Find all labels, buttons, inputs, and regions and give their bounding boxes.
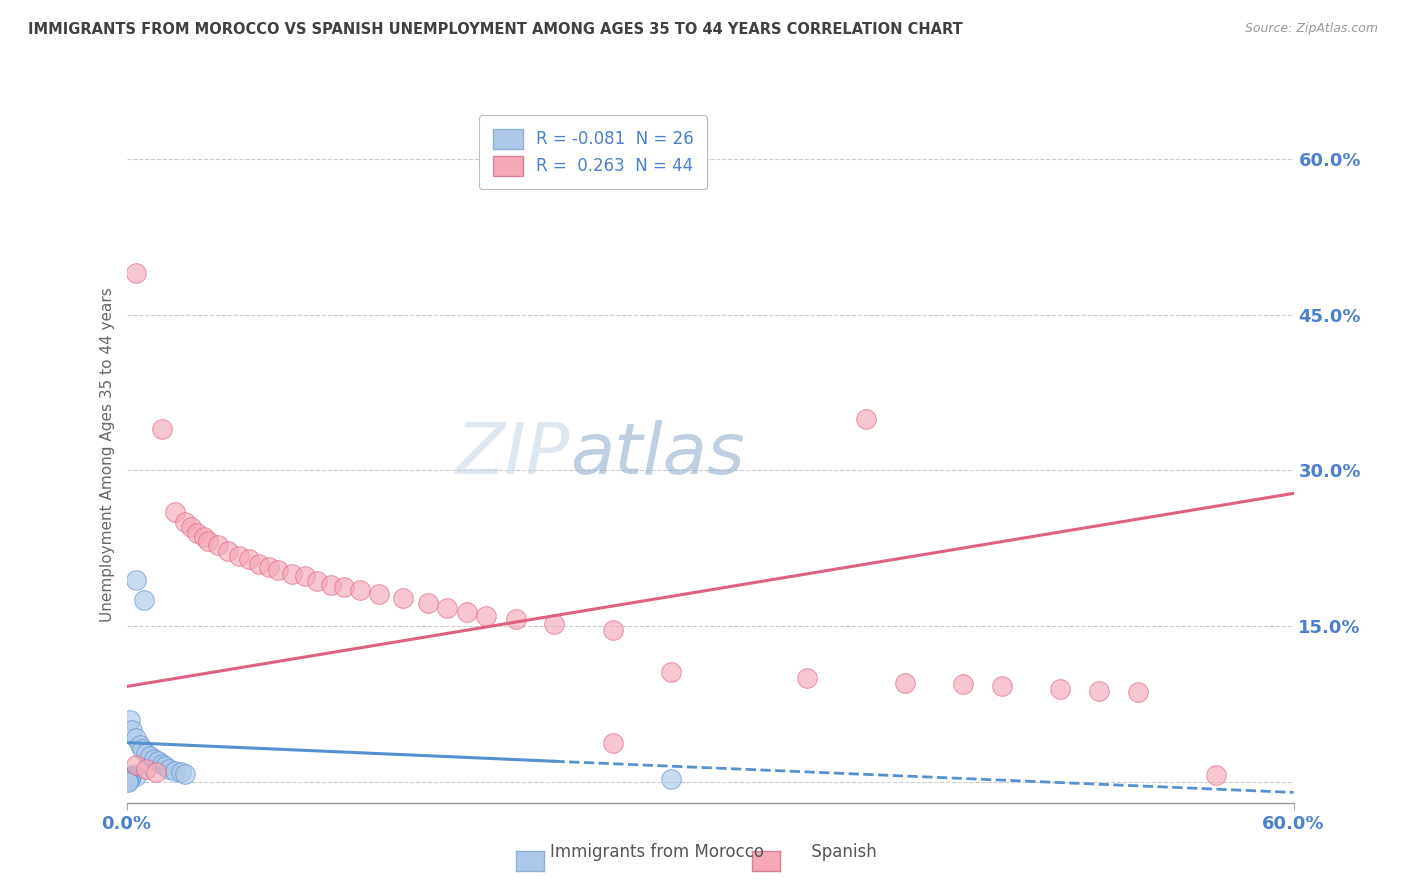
Point: [436, 600, 458, 615]
Point: [117, 772, 139, 787]
Point: [165, 764, 187, 778]
Point: [180, 519, 202, 533]
Point: [456, 605, 478, 619]
Point: [120, 770, 142, 784]
Point: [125, 758, 148, 772]
Point: [142, 752, 165, 766]
Point: [117, 775, 139, 789]
Point: [135, 762, 157, 776]
Point: [155, 759, 177, 773]
Point: [349, 582, 371, 597]
Point: [267, 563, 290, 577]
Point: [796, 671, 818, 685]
Point: [333, 580, 356, 594]
Point: [120, 772, 142, 786]
Point: [855, 411, 877, 425]
Point: [257, 560, 280, 574]
Point: [281, 567, 304, 582]
Point: [117, 774, 139, 789]
Point: [659, 772, 682, 786]
Point: [505, 612, 527, 626]
Point: [543, 617, 565, 632]
Text: IMMIGRANTS FROM MOROCCO VS SPANISH UNEMPLOYMENT AMONG AGES 35 TO 44 YEARS CORREL: IMMIGRANTS FROM MOROCCO VS SPANISH UNEMP…: [28, 22, 963, 37]
Point: [150, 422, 173, 436]
Point: [145, 764, 167, 779]
Point: [174, 516, 197, 530]
Point: [125, 731, 148, 746]
Point: [170, 764, 193, 779]
Point: [186, 525, 208, 540]
Point: [416, 596, 439, 610]
Point: [659, 665, 682, 679]
Point: [602, 735, 624, 749]
Point: [125, 573, 148, 587]
Point: [1126, 684, 1149, 698]
Point: [135, 746, 157, 760]
Text: atlas: atlas: [569, 420, 745, 490]
Point: [157, 762, 180, 776]
Point: [217, 544, 239, 558]
Point: [132, 593, 155, 607]
Point: [307, 574, 329, 588]
Point: [193, 530, 215, 544]
Point: [120, 713, 142, 727]
Point: [893, 676, 915, 690]
Point: [228, 549, 250, 563]
Point: [165, 505, 187, 519]
Text: ZIP: ZIP: [456, 420, 569, 490]
Point: [121, 768, 143, 782]
Point: [319, 578, 342, 592]
Point: [207, 538, 229, 552]
Point: [1088, 683, 1111, 698]
Point: [197, 534, 219, 549]
Point: [146, 754, 169, 768]
Point: [174, 766, 197, 780]
Point: [990, 680, 1012, 694]
Text: Immigrants from Morocco         Spanish: Immigrants from Morocco Spanish: [529, 843, 877, 861]
Point: [139, 749, 162, 764]
Point: [238, 551, 260, 566]
Point: [475, 608, 498, 623]
Point: [1205, 768, 1227, 782]
Point: [602, 624, 624, 638]
Point: [294, 569, 316, 583]
Point: [150, 757, 173, 772]
Point: [125, 266, 148, 280]
Point: [1049, 681, 1071, 696]
Point: [952, 677, 974, 691]
Point: [247, 557, 270, 571]
Y-axis label: Unemployment Among Ages 35 to 44 years: Unemployment Among Ages 35 to 44 years: [100, 287, 115, 623]
Point: [121, 723, 143, 738]
Text: Source: ZipAtlas.com: Source: ZipAtlas.com: [1244, 22, 1378, 36]
Point: [368, 587, 391, 601]
Point: [125, 769, 148, 783]
Legend: R = -0.081  N = 26, R =  0.263  N = 44: R = -0.081 N = 26, R = 0.263 N = 44: [479, 115, 707, 189]
Point: [117, 771, 139, 785]
Point: [131, 741, 153, 756]
Point: [129, 738, 152, 752]
Point: [391, 591, 413, 606]
